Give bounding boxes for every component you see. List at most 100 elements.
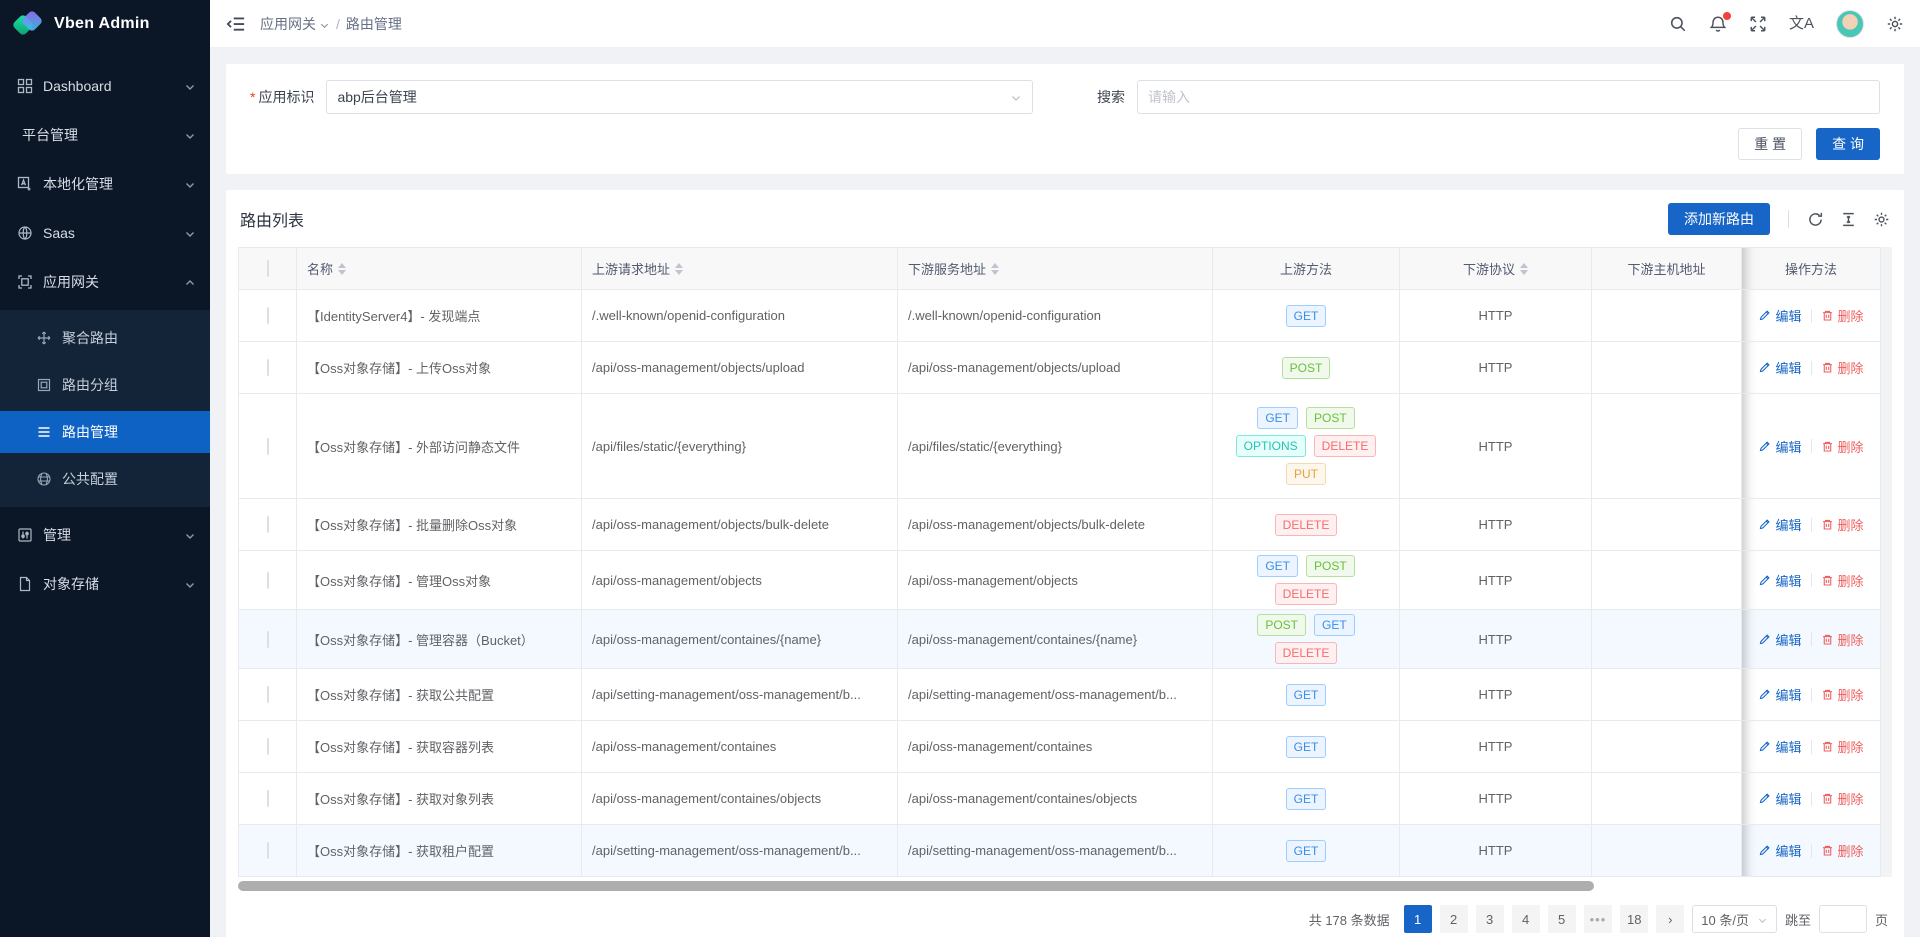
column-settings-icon[interactable] (1873, 211, 1890, 228)
row-height-icon[interactable] (1840, 211, 1857, 228)
sidebar-item-localization[interactable]: 本地化管理 (0, 163, 210, 205)
edit-link[interactable]: 编辑 (1758, 789, 1802, 808)
downstream-path-cell: /api/oss-management/objects (897, 550, 1213, 610)
edit-link[interactable]: 编辑 (1758, 737, 1802, 756)
reset-button[interactable]: 重 置 (1738, 128, 1803, 160)
translate-icon[interactable]: 文A (1788, 14, 1814, 32)
method-badge: POST (1306, 555, 1355, 577)
pagination-page-button[interactable]: 5 (1547, 905, 1576, 933)
sidebar-item-route-management[interactable]: 路由管理 (0, 411, 210, 453)
row-checkbox[interactable] (266, 686, 269, 703)
delete-link[interactable]: 删除 (1821, 306, 1864, 325)
row-checkbox[interactable] (266, 437, 269, 455)
edit-link[interactable]: 编辑 (1758, 437, 1802, 456)
chevron-down-icon (184, 227, 196, 239)
downstream-path-cell: /.well-known/openid-configuration (897, 289, 1213, 342)
pagination-ellipsis[interactable]: ••• (1583, 905, 1613, 933)
downstream-host-cell (1591, 393, 1742, 499)
sidebar-item-app-gateway[interactable]: 应用网关 (0, 261, 210, 303)
edit-link[interactable]: 编辑 (1758, 630, 1802, 649)
sidebar-item-public-config[interactable]: 公共配置 (0, 458, 210, 500)
row-checkbox[interactable] (266, 790, 269, 807)
delete-link[interactable]: 删除 (1821, 630, 1864, 649)
row-checkbox[interactable] (266, 571, 269, 589)
select-all-checkbox[interactable] (266, 260, 269, 277)
sort-icon[interactable] (338, 262, 347, 275)
row-checkbox[interactable] (266, 630, 269, 648)
breadcrumb-parent[interactable]: 应用网关 (260, 14, 330, 34)
pagination-page-button[interactable]: 3 (1475, 905, 1504, 933)
pagination-page-button[interactable]: 1 (1403, 905, 1432, 933)
query-button[interactable]: 查 询 (1816, 128, 1880, 160)
method-badge: DELETE (1274, 642, 1338, 664)
fullscreen-icon[interactable] (1749, 15, 1767, 33)
sidebar-item-platform-management[interactable]: 平台管理 (0, 114, 210, 156)
row-checkbox[interactable] (266, 842, 269, 859)
sidebar-item-dashboard[interactable]: Dashboard (0, 65, 210, 107)
column-header[interactable]: 下游协议 (1399, 247, 1592, 290)
add-route-button[interactable]: 添加新路由 (1668, 203, 1770, 235)
pagination-page-button[interactable]: 2 (1439, 905, 1468, 933)
downstream-scheme-cell: HTTP (1399, 720, 1592, 773)
delete-link[interactable]: 删除 (1821, 358, 1864, 377)
settings-gear-icon[interactable] (1886, 15, 1904, 33)
horizontal-scrollbar-thumb[interactable] (238, 881, 1595, 891)
delete-link[interactable]: 删除 (1821, 515, 1864, 534)
pagination-page-button[interactable]: 4 (1511, 905, 1540, 933)
delete-link[interactable]: 删除 (1821, 571, 1864, 590)
column-header[interactable]: 名称 (296, 247, 582, 290)
sidebar-menu: Dashboard 平台管理 本地化管理 Saas 应用网关 聚合路由 (0, 48, 210, 937)
sidebar-item-route-group[interactable]: 路由分组 (0, 364, 210, 406)
delete-link[interactable]: 删除 (1821, 841, 1864, 860)
actions-cell: 编辑 删除 (1741, 550, 1881, 610)
delete-link[interactable]: 删除 (1821, 437, 1864, 456)
notification-bell-icon[interactable] (1709, 11, 1731, 33)
action-divider (1810, 687, 1812, 702)
horizontal-scrollbar[interactable] (238, 880, 1892, 892)
edit-link[interactable]: 编辑 (1758, 841, 1802, 860)
sort-icon[interactable] (1520, 262, 1528, 275)
sidebar-item-saas[interactable]: Saas (0, 212, 210, 254)
delete-link[interactable]: 删除 (1821, 737, 1864, 756)
column-header[interactable]: 上游请求地址 (581, 247, 898, 290)
avatar[interactable] (1836, 9, 1864, 38)
sort-icon[interactable] (991, 262, 1000, 275)
app-key-label: * 应用标识 (250, 89, 315, 105)
pagination-page-button[interactable]: 18 (1620, 905, 1649, 933)
method-badge: GET (1285, 304, 1327, 327)
row-checkbox[interactable] (266, 359, 269, 376)
row-checkbox[interactable] (266, 516, 269, 533)
edit-link[interactable]: 编辑 (1758, 685, 1802, 704)
refresh-icon[interactable] (1807, 211, 1824, 228)
row-select-cell (238, 720, 297, 773)
jump-page-input[interactable] (1818, 905, 1867, 933)
search-input[interactable]: 请输入 (1137, 80, 1880, 114)
route-group-icon (36, 377, 52, 393)
sidebar-item-object-storage[interactable]: 对象存储 (0, 563, 210, 605)
table-row: 【IdentityServer4】- 发现端点 /.well-known/ope… (238, 289, 1881, 342)
edit-link[interactable]: 编辑 (1758, 515, 1802, 534)
page-size-select[interactable]: 10 条/页 (1692, 905, 1777, 933)
row-checkbox[interactable] (266, 738, 269, 755)
edit-link[interactable]: 编辑 (1758, 306, 1802, 325)
breadcrumb-current: 路由管理 (345, 15, 402, 32)
route-name-cell: 【Oss对象存储】- 获取对象列表 (296, 772, 582, 825)
method-badge: POST (1281, 356, 1331, 379)
column-header[interactable]: 下游服务地址 (897, 247, 1213, 290)
edit-link[interactable]: 编辑 (1758, 571, 1802, 590)
pagination-next-button[interactable]: › (1656, 905, 1685, 933)
method-badge: DELETE (1274, 513, 1338, 536)
app-logo[interactable]: Vben Admin (0, 0, 210, 48)
sort-icon[interactable] (675, 262, 684, 275)
sidebar-item-management[interactable]: 管理 (0, 514, 210, 556)
sidebar-collapse-icon[interactable] (226, 14, 246, 34)
downstream-scheme-cell: HTTP (1399, 393, 1592, 499)
app-key-select[interactable]: abp后台管理 (326, 80, 1033, 114)
delete-link[interactable]: 删除 (1821, 789, 1864, 808)
row-checkbox[interactable] (266, 307, 269, 324)
search-icon[interactable] (1669, 15, 1687, 33)
sidebar-item-aggregate-route[interactable]: 聚合路由 (0, 317, 210, 359)
edit-link[interactable]: 编辑 (1758, 358, 1802, 377)
delete-link[interactable]: 删除 (1821, 685, 1864, 704)
vertical-scrollbar[interactable] (1880, 247, 1892, 877)
